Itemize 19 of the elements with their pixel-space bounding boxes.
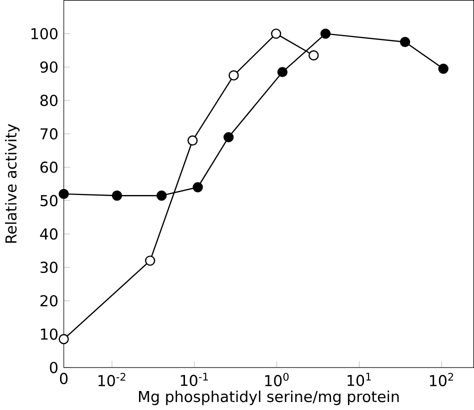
x-tick-label: 10$^{-2}$ [98,372,126,386]
y-tick-label: 60 [40,161,58,173]
y-tick-label: 90 [40,61,58,73]
x-tick-label: 10$^{2}$ [430,372,454,386]
x-tick-label: 0 [60,372,68,384]
x-tick-label: 10$^{0}$ [265,372,289,386]
x-tick-label: 10$^{1}$ [348,372,371,386]
y-tick-label: 10 [41,328,58,340]
x-tick-label: 10$^{-1}$ [180,372,208,386]
y-tick-label: 30 [40,262,58,273]
y-tick-label: 80 [40,94,58,106]
y-tick-label: 100 [31,28,58,40]
y-tick-label: 70 [40,128,58,140]
x-axis-title: Mg phosphatidyl serine/mg protein [139,390,399,406]
y-axis-title: Relative activity [4,124,20,243]
y-tick-label: 20 [40,295,58,306]
y-tick-label: 0 [50,362,58,374]
y-tick-label: 40 [40,228,58,240]
y-tick-label: 50 [40,194,58,206]
